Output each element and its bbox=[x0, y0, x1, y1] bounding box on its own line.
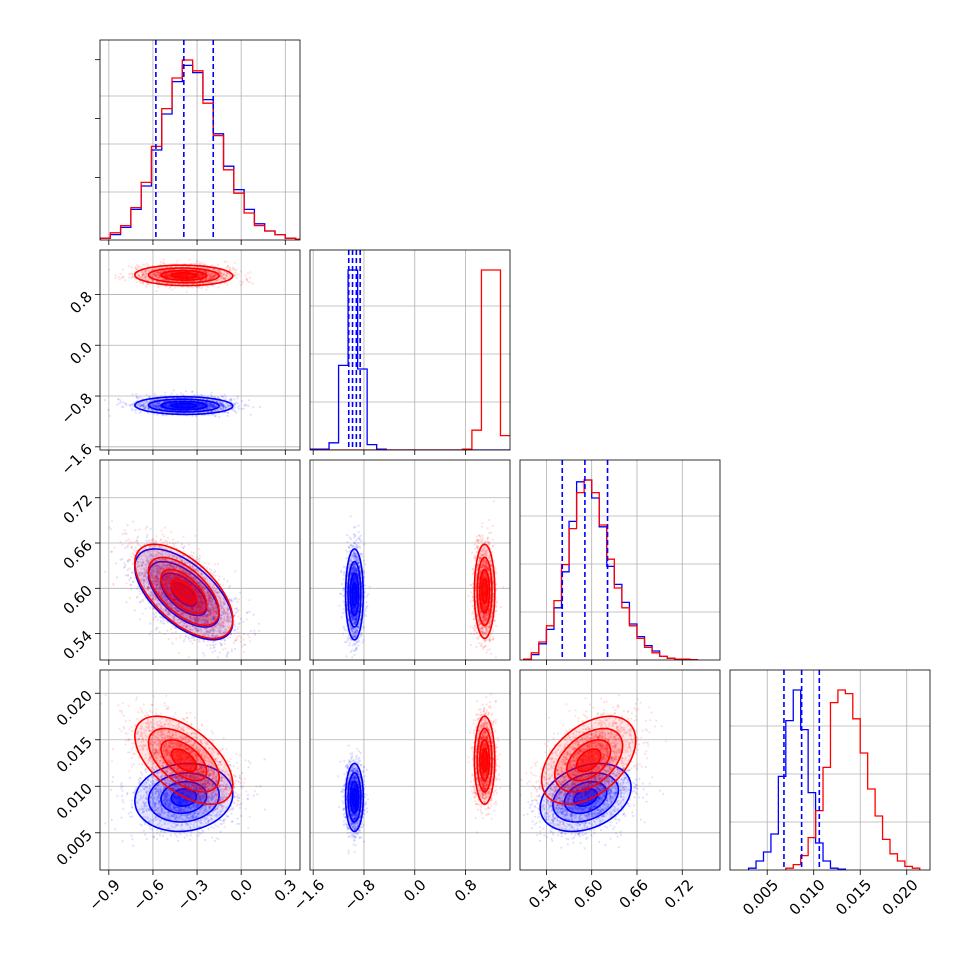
contour-level bbox=[575, 748, 602, 773]
marginal-panel-3 bbox=[519, 459, 721, 665]
histogram-series_b bbox=[785, 689, 921, 870]
x-tick-label: −0.9 bbox=[85, 876, 123, 914]
y-tick-label: 0.8 bbox=[66, 288, 96, 318]
y-tick-label: 0.0 bbox=[66, 339, 96, 369]
marginal-panel-2 bbox=[309, 249, 511, 455]
histogram-series_a bbox=[747, 689, 846, 870]
y-tick-label: 0.66 bbox=[60, 536, 96, 572]
x-tick-label: 0.010 bbox=[786, 876, 829, 919]
contours-series_b bbox=[133, 264, 234, 287]
y-tick-label: −1.6 bbox=[58, 440, 96, 478]
contours-series_a bbox=[344, 548, 365, 641]
contours-series_b bbox=[133, 715, 234, 806]
contours-series_a bbox=[539, 762, 632, 833]
contour-level bbox=[170, 272, 198, 279]
x-tick-label: 0.0 bbox=[400, 876, 430, 906]
panel-frame bbox=[99, 669, 301, 871]
joint-panel-2-1 bbox=[95, 249, 301, 455]
x-tick-label: 0.66 bbox=[616, 876, 652, 912]
joint-panel-3-1 bbox=[95, 459, 301, 665]
x-tick-label: 0.0 bbox=[227, 876, 257, 906]
panel-frame bbox=[309, 249, 511, 451]
x-tick-label: −0.3 bbox=[174, 876, 212, 914]
panel-frame bbox=[99, 249, 301, 451]
contours-series_a bbox=[133, 395, 234, 416]
panel-frame bbox=[99, 39, 301, 241]
contours-series_a bbox=[344, 762, 365, 833]
histogram-series_a bbox=[100, 64, 300, 240]
joint-panel-4-1 bbox=[95, 669, 301, 875]
contour-level bbox=[481, 748, 488, 773]
x-tick-label: 0.8 bbox=[451, 876, 481, 906]
joint-panel-4-3 bbox=[519, 669, 721, 875]
y-tick-label: 0.72 bbox=[60, 491, 96, 527]
histogram-series_a bbox=[523, 479, 699, 660]
x-tick-label: 0.005 bbox=[739, 876, 782, 919]
y-tick-label: 0.54 bbox=[60, 627, 96, 663]
panel-frame bbox=[99, 459, 301, 661]
y-tick-label: 0.60 bbox=[60, 582, 96, 618]
panel-frame bbox=[729, 669, 931, 871]
contour-level bbox=[351, 581, 358, 607]
x-tick-label: −1.6 bbox=[290, 876, 328, 914]
joint-panel-4-2 bbox=[309, 669, 511, 875]
marginal-panel-4 bbox=[729, 669, 931, 875]
histogram-series_b bbox=[523, 479, 699, 660]
x-tick-label: −0.8 bbox=[340, 876, 378, 914]
contour-level bbox=[170, 748, 198, 773]
panel-frame bbox=[519, 669, 721, 871]
y-tick-label: 0.020 bbox=[53, 687, 96, 730]
y-tick-label: −0.8 bbox=[58, 389, 96, 427]
y-tick-label: 0.015 bbox=[53, 733, 96, 776]
histogram-series_a bbox=[310, 269, 510, 450]
contour-level bbox=[170, 402, 198, 409]
y-tick-label: 0.010 bbox=[53, 780, 96, 823]
x-tick-label: 0.015 bbox=[832, 876, 875, 919]
x-tick-label: 0.020 bbox=[879, 876, 922, 919]
panel-frame bbox=[309, 459, 511, 661]
panel-frame bbox=[519, 459, 721, 661]
contours-series_b bbox=[473, 715, 496, 806]
x-tick-label: 0.72 bbox=[661, 876, 697, 912]
x-tick-label: 0.54 bbox=[525, 876, 561, 912]
y-tick-label: 0.005 bbox=[53, 826, 96, 869]
marginal-panel-1 bbox=[95, 39, 301, 245]
contour-level bbox=[481, 578, 488, 605]
contours-series_b bbox=[473, 543, 496, 640]
histogram-series_b bbox=[310, 269, 510, 450]
x-tick-label: 0.60 bbox=[570, 876, 606, 912]
contour-level bbox=[170, 578, 198, 605]
contour-level bbox=[351, 787, 358, 807]
contours-series_b bbox=[540, 715, 637, 806]
joint-panel-3-2 bbox=[309, 459, 511, 665]
panel-frame bbox=[309, 669, 511, 871]
x-tick-label: −0.6 bbox=[129, 876, 167, 914]
histogram-series_b bbox=[100, 59, 300, 240]
contours-series_b bbox=[133, 543, 234, 640]
